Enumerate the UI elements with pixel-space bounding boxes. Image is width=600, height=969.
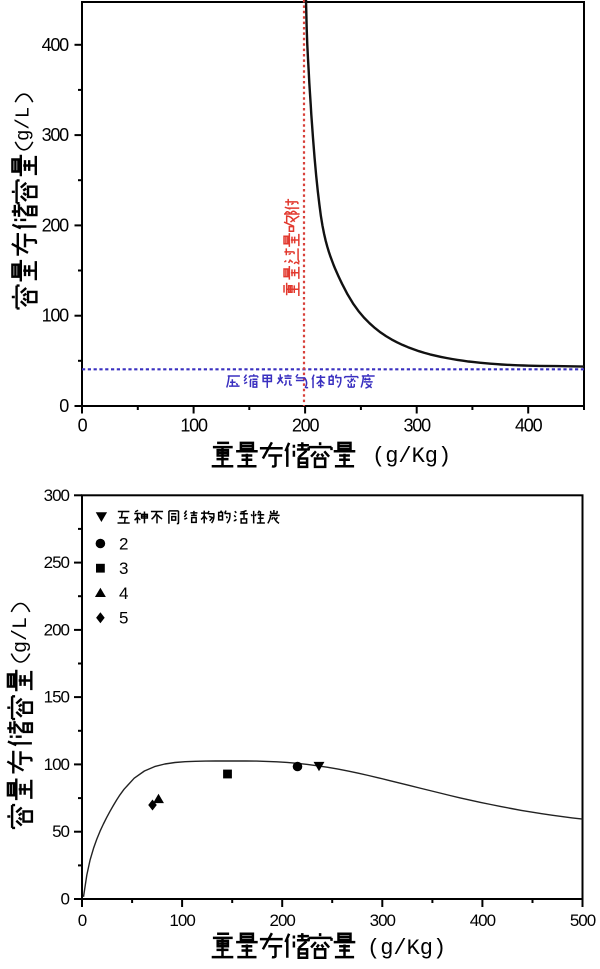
svg-text:400: 400 (470, 911, 496, 930)
svg-text:3: 3 (119, 559, 128, 578)
svg-text:g/L: g/L (13, 107, 35, 141)
svg-text:200: 200 (270, 911, 296, 930)
svg-text:200: 200 (44, 620, 70, 639)
svg-text:200: 200 (292, 416, 320, 436)
svg-text:250: 250 (44, 553, 70, 572)
svg-text:5: 5 (119, 609, 128, 628)
svg-text:500: 500 (570, 911, 596, 930)
svg-text:200: 200 (42, 215, 70, 235)
svg-text:4: 4 (119, 584, 128, 603)
svg-text:100: 100 (180, 416, 208, 436)
svg-text:0: 0 (78, 416, 88, 436)
svg-text:0: 0 (59, 396, 69, 416)
svg-text:2: 2 (119, 535, 128, 554)
svg-text:100: 100 (42, 306, 70, 326)
svg-text:(g/Kg): (g/Kg) (367, 936, 446, 961)
svg-text:300: 300 (370, 911, 396, 930)
svg-text:300: 300 (44, 486, 70, 505)
svg-text:300: 300 (42, 125, 70, 145)
svg-text:0: 0 (61, 890, 70, 909)
svg-text:100: 100 (169, 911, 195, 930)
svg-text:g/L: g/L (10, 617, 33, 653)
svg-text:50: 50 (52, 822, 69, 841)
svg-text:400: 400 (515, 416, 543, 436)
svg-text:100: 100 (44, 755, 70, 774)
svg-text:0: 0 (78, 911, 87, 930)
svg-text:150: 150 (44, 688, 70, 707)
svg-text:400: 400 (42, 35, 70, 55)
svg-text:300: 300 (403, 416, 431, 436)
svg-text:(g/Kg): (g/Kg) (372, 444, 451, 469)
